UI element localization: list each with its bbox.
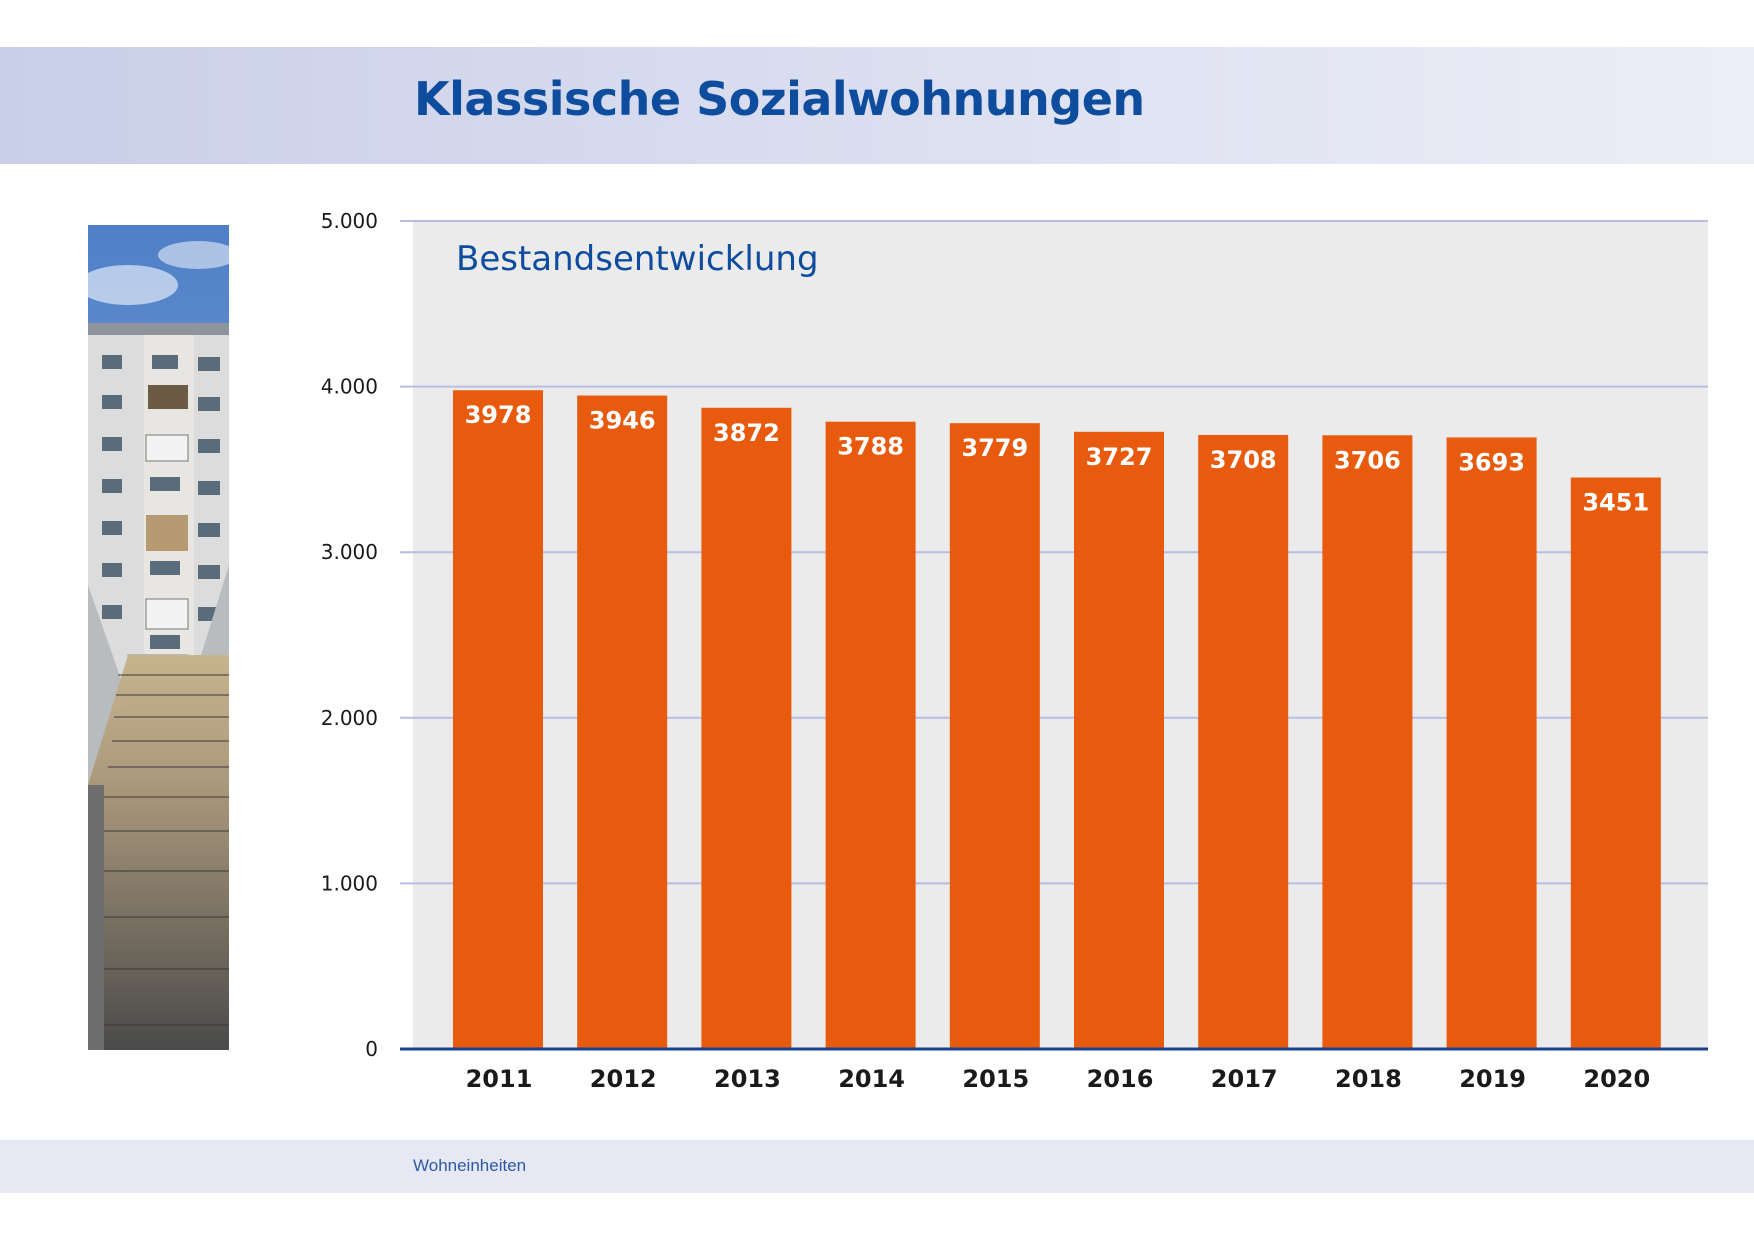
bar-value-label: 3788	[837, 433, 904, 461]
y-axis: 0 1.000 2.000 3.000 4.000 5.000	[321, 209, 378, 1061]
bar-value-label: 3872	[713, 419, 780, 447]
x-tick-label: 2013	[714, 1065, 781, 1093]
x-tick-label: 2016	[1087, 1065, 1154, 1093]
bars: 3978 3946 3872 3788 3779 3727 3708 3706 3693 3451	[453, 390, 1661, 1050]
header-band	[0, 47, 1754, 164]
bar	[1198, 434, 1289, 1049]
bar-value-label: 3708	[1210, 446, 1277, 474]
y-tick-label: 0	[365, 1037, 378, 1061]
page-title: Klassische Sozialwohnungen	[414, 72, 1145, 126]
chart-title: Bestandsentwicklung	[456, 239, 819, 279]
x-tick-label: 2017	[1211, 1065, 1278, 1093]
bar	[1570, 477, 1661, 1049]
y-tick-label: 2.000	[321, 706, 378, 730]
x-tick-label: 2012	[590, 1065, 657, 1093]
bar	[453, 390, 543, 1050]
y-tick-label: 3.000	[321, 540, 378, 564]
bar-value-label: 3693	[1458, 448, 1525, 476]
building-photo	[88, 225, 229, 1050]
bar	[701, 407, 792, 1049]
bar-value-label: 3451	[1582, 489, 1649, 517]
bar	[1074, 431, 1164, 1049]
x-tick-label: 2019	[1459, 1065, 1526, 1093]
y-tick-label: 5.000	[321, 209, 378, 233]
bar	[949, 423, 1040, 1049]
footer-band	[0, 1140, 1754, 1193]
bar-value-label: 3706	[1334, 446, 1401, 474]
bar-value-label: 3779	[961, 434, 1028, 462]
unit-note: Wohneinheiten	[413, 1156, 527, 1175]
y-tick-label: 1.000	[321, 871, 378, 895]
bar	[1446, 437, 1537, 1049]
x-tick-label: 2018	[1335, 1065, 1402, 1093]
x-tick-label: 2011	[466, 1065, 533, 1093]
bar-value-label: 3978	[465, 401, 532, 429]
x-tick-label: 2015	[962, 1065, 1029, 1093]
x-tick-label: 2020	[1583, 1065, 1650, 1093]
bar	[1322, 435, 1413, 1050]
bar-value-label: 3946	[589, 407, 656, 435]
x-axis: 2011 2012 2013 2014 2015 2016 2017 2018 2019 2020	[466, 1065, 1651, 1093]
bar	[577, 395, 668, 1050]
bar-value-label: 3727	[1086, 443, 1153, 471]
x-tick-label: 2014	[838, 1065, 905, 1093]
bar	[825, 421, 916, 1049]
y-tick-label: 4.000	[321, 375, 378, 399]
